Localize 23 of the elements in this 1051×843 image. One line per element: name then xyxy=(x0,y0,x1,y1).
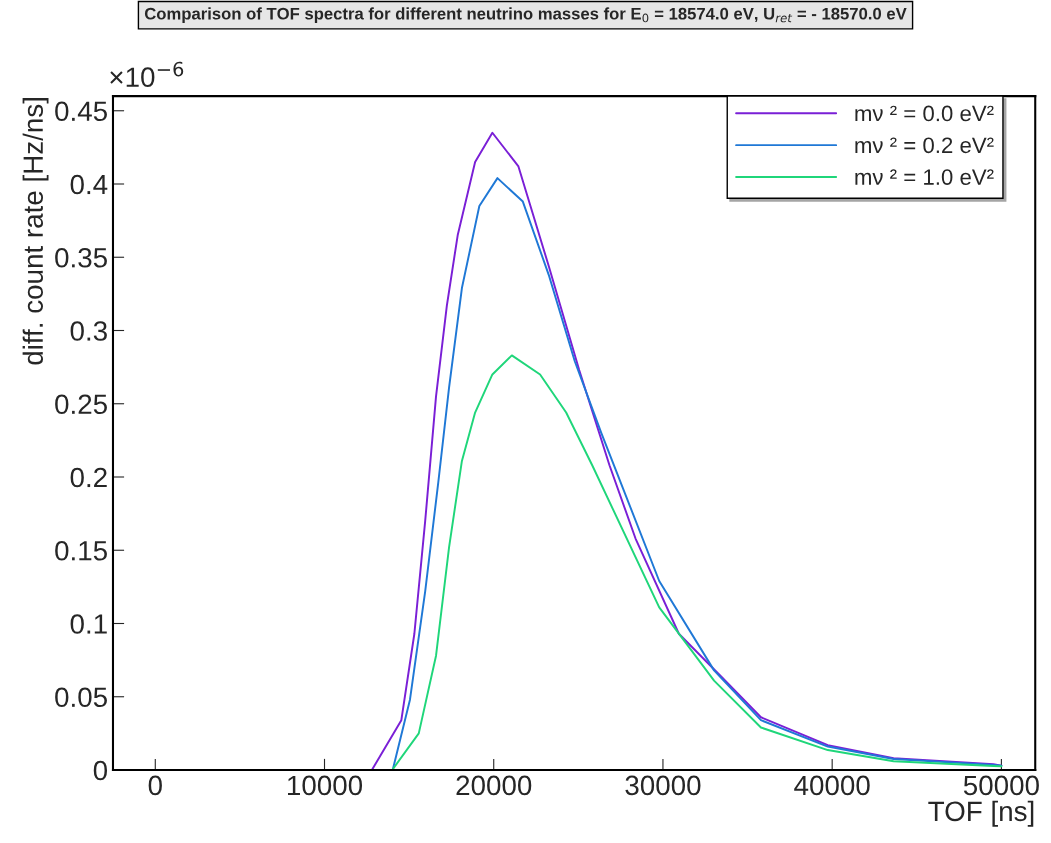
x-axis-title: TOF [ns] xyxy=(928,800,1034,827)
y-tick-label: 0.3 xyxy=(70,321,107,341)
x-tick-label: 40000 xyxy=(794,775,870,796)
x-tick-label: 10000 xyxy=(288,775,363,796)
text: ×10$^{−6}$ xyxy=(110,61,184,88)
x-tick-label: 20000 xyxy=(456,775,532,796)
y-tick-label: 0.1 xyxy=(70,614,107,634)
legend-label: mν ² = 0.2 eV² xyxy=(855,137,994,154)
y-axis-title: diff. count rate [Hz/ns] xyxy=(22,98,49,365)
y-tick-label: 0.05 xyxy=(55,687,107,708)
y-tick-label: 0.35 xyxy=(55,247,107,268)
y-tick-label: 0.4 xyxy=(70,174,108,195)
legend-label: mν ² = 0.0 eV² xyxy=(855,105,994,122)
y-tick-label: 0.15 xyxy=(55,540,107,561)
y-tick-label: 0.2 xyxy=(70,467,107,488)
y-tick-label: 0 xyxy=(93,760,108,781)
y-tick-label: 0.25 xyxy=(55,394,107,415)
chart-title: Comparison of TOF spectra for different neutrino masses for E$_{0}$ = 18574.0 eV, U$_{ret}$ = - 18570.0 eV xyxy=(144,7,907,23)
x-tick-label: 30000 xyxy=(625,775,701,796)
x-tick-label: 50000 xyxy=(963,775,1039,796)
y-tick-label: 0.45 xyxy=(55,101,107,122)
x-tick-label: 0 xyxy=(148,775,162,796)
legend-label: mν ² = 1.0 eV² xyxy=(855,169,994,185)
